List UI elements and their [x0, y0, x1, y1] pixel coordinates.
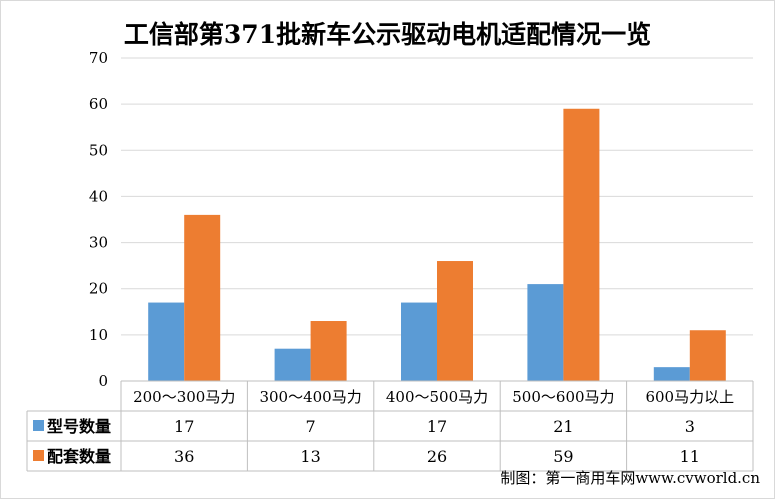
- y-tick-label: 60: [89, 95, 108, 113]
- bar: [184, 214, 221, 381]
- category-label: 600马力以上: [645, 388, 734, 406]
- bar: [527, 284, 564, 381]
- table-cell-value: 17: [427, 417, 447, 436]
- legend-swatch: [33, 420, 44, 431]
- y-tick-label: 50: [89, 141, 108, 159]
- y-tick-label: 40: [89, 187, 108, 205]
- chart-title: 工信部第371批新车公示驱动电机适配情况一览: [123, 20, 652, 49]
- category-label: 300～400马力: [259, 388, 361, 406]
- table-cell-value: 59: [553, 447, 573, 466]
- table-cell-value: 26: [427, 447, 447, 466]
- y-tick-label: 30: [89, 234, 108, 252]
- bar: [563, 108, 600, 381]
- bar: [310, 321, 347, 381]
- y-tick-label: 20: [89, 280, 108, 298]
- legend-swatch: [33, 450, 44, 461]
- table-cell-value: 11: [680, 447, 700, 466]
- table-cell-value: 36: [174, 447, 194, 466]
- category-label: 500～600马力: [512, 388, 614, 406]
- bar: [689, 330, 726, 381]
- y-tick-label: 10: [89, 326, 108, 344]
- table-cell-value: 17: [174, 417, 194, 436]
- table-cell-value: 13: [300, 447, 320, 466]
- table-cell-value: 21: [553, 417, 573, 436]
- category-label: 200～300马力: [133, 388, 235, 406]
- legend-label: 配套数量: [47, 447, 111, 466]
- legend-label: 型号数量: [47, 417, 111, 436]
- y-tick-label: 70: [89, 49, 108, 67]
- bar: [401, 302, 437, 381]
- table-cell-value: 3: [685, 417, 695, 436]
- table-cell-value: 7: [306, 417, 316, 436]
- bar: [437, 261, 473, 381]
- category-label: 400～500马力: [386, 388, 488, 406]
- bar: [653, 367, 690, 381]
- source-note: 制图：第一商用车网www.cvworld.cn: [500, 469, 760, 487]
- bar: [274, 348, 311, 381]
- y-tick-label: 0: [98, 372, 108, 390]
- bar: [148, 302, 185, 381]
